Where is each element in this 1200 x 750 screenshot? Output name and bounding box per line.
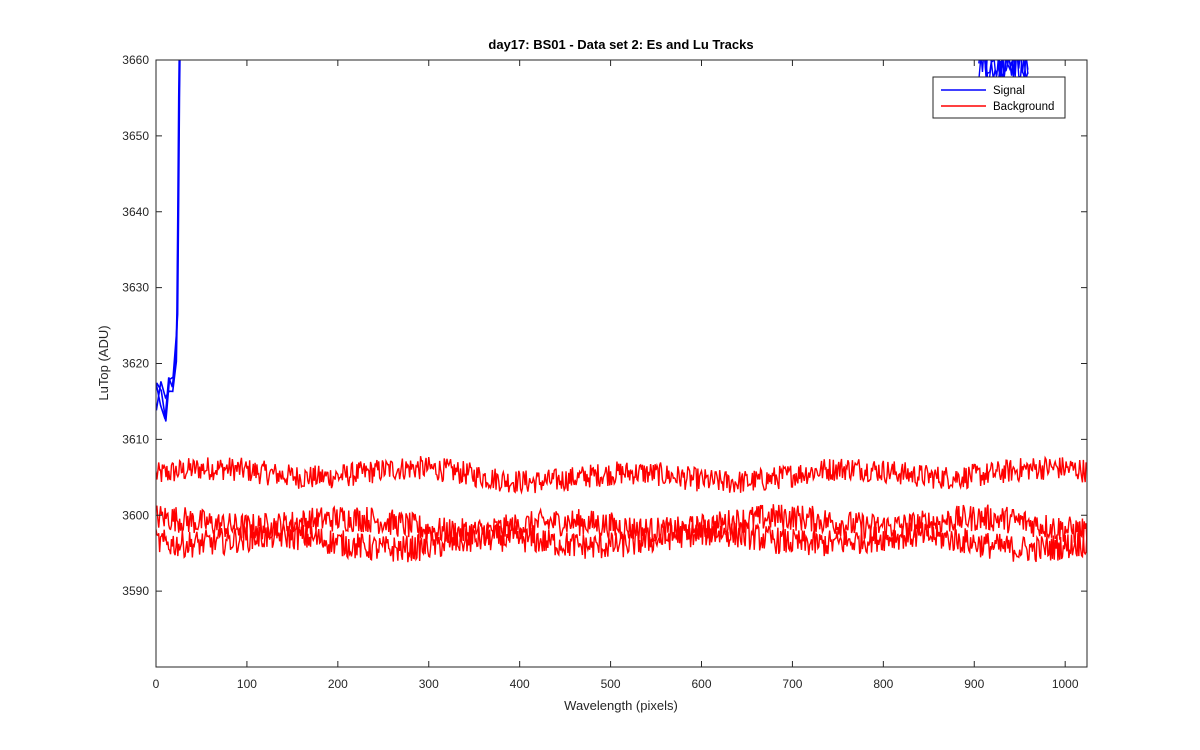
x-tick-label: 1000: [1052, 677, 1079, 691]
x-tick-label: 0: [153, 677, 160, 691]
plot-frame: [155, 59, 1088, 668]
chart-title: day17: BS01 - Data set 2: Es and Lu Trac…: [488, 37, 753, 52]
y-tick-label: 3590: [122, 584, 149, 598]
x-tick-label: 300: [419, 677, 439, 691]
background-trace-3: [156, 519, 1087, 563]
x-tick-label: 400: [510, 677, 530, 691]
y-tick-label: 3630: [122, 281, 149, 295]
y-tick-label: 3610: [122, 432, 149, 446]
background-trace-1: [156, 455, 1087, 495]
series-layer: [156, 60, 1087, 563]
legend-background-label: Background: [993, 101, 1054, 113]
y-tick-label: 3650: [122, 129, 149, 143]
x-tick-label: 800: [873, 677, 893, 691]
y-axis-label: LuTop (ADU): [96, 325, 111, 400]
x-tick-label: 700: [782, 677, 802, 691]
y-tick-label: 3600: [122, 508, 149, 522]
x-tick-label: 600: [691, 677, 711, 691]
legend-signal-label: Signal: [993, 85, 1025, 97]
y-tick-label: 3660: [122, 53, 149, 67]
y-tick-label: 3620: [122, 357, 149, 371]
ticks-layer: 0 100 200 300 400 500 600 700 800 900 1000 3590 3600…: [122, 53, 1087, 691]
x-tick-label: 200: [328, 677, 348, 691]
signal-trace-3: [156, 60, 181, 422]
x-tick-label: 100: [237, 677, 257, 691]
signal-trace-2: [156, 60, 181, 411]
legend-box: [932, 76, 1066, 119]
x-tick-label: 500: [601, 677, 621, 691]
y-tick-label: 3640: [122, 205, 149, 219]
signal-trace-right-3: [978, 60, 1029, 81]
x-tick-label: 900: [964, 677, 984, 691]
legend: Signal Background: [932, 76, 1066, 119]
background-trace-2: [156, 504, 1087, 546]
x-axis-label: Wavelength (pixels): [564, 698, 678, 713]
